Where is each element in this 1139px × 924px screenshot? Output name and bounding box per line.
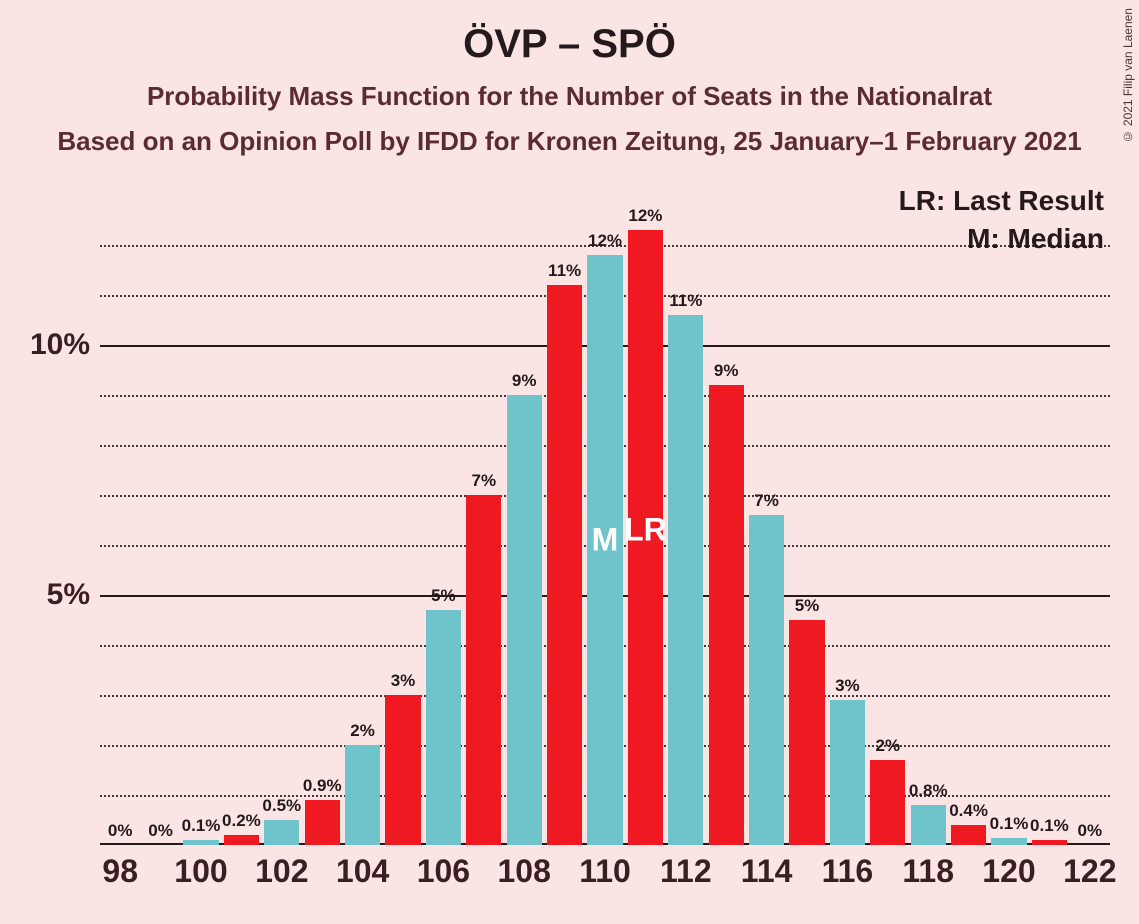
legend-lr: LR: Last Result [899, 185, 1104, 217]
x-axis-tick-label: 120 [982, 853, 1035, 890]
x-axis-tick-label: 98 [102, 853, 138, 890]
bar-117 [870, 760, 905, 845]
bar-value-label: 0.1% [990, 814, 1029, 834]
bar-value-label: 3% [835, 676, 860, 696]
x-axis-tick-label: 118 [902, 853, 954, 890]
x-axis-tick-label: 108 [497, 853, 550, 890]
bar-105 [385, 695, 420, 845]
bar-value-label: 3% [391, 671, 416, 691]
bar-value-label: 5% [431, 586, 456, 606]
bar-121 [1032, 840, 1067, 845]
bar-value-label: 2% [876, 736, 901, 756]
bar-103 [305, 800, 340, 845]
x-axis-tick-label: 112 [660, 853, 712, 890]
bar-114 [749, 515, 784, 845]
bar-value-label: 0.1% [182, 816, 221, 836]
copyright-text: © 2021 Filip van Laenen [1121, 8, 1135, 143]
bar-value-label: 0% [108, 821, 133, 841]
bar-value-label: 11% [548, 261, 581, 281]
x-axis-tick-label: 116 [822, 853, 874, 890]
bar-107 [466, 495, 501, 845]
plot-region: 5%10%0%0%0.1%0.2%0.5%0.9%2%3%5%7%9%11%12… [100, 195, 1110, 845]
bar-113 [709, 385, 744, 845]
bar-value-label: 12% [628, 206, 662, 226]
bar-108 [507, 395, 542, 845]
in-bar-annotation-lr: LR [624, 512, 667, 549]
x-axis-tick-label: 122 [1063, 853, 1116, 890]
bar-101 [224, 835, 259, 845]
bar-value-label: 2% [350, 721, 375, 741]
bar-value-label: 0.5% [262, 796, 301, 816]
bar-value-label: 0.1% [1030, 816, 1069, 836]
x-axis-tick-label: 106 [417, 853, 470, 890]
bar-value-label: 9% [512, 371, 537, 391]
in-bar-annotation-m: M [592, 522, 619, 559]
chart-subtitle-1: Probability Mass Function for the Number… [0, 81, 1139, 112]
x-axis-tick-label: 102 [255, 853, 308, 890]
bar-120 [991, 838, 1026, 846]
bar-value-label: 7% [472, 471, 497, 491]
bar-value-label: 0.9% [303, 776, 342, 796]
x-axis-tick-label: 110 [579, 853, 631, 890]
x-axis-tick-label: 104 [336, 853, 389, 890]
bar-104 [345, 745, 380, 845]
bar-value-label: 0.4% [949, 801, 988, 821]
bar-value-label: 11% [669, 291, 702, 311]
x-axis-tick-label: 100 [174, 853, 227, 890]
bar-value-label: 12% [588, 231, 622, 251]
x-axis-tick-label: 114 [741, 853, 793, 890]
chart-subtitle-2: Based on an Opinion Poll by IFDD for Kro… [0, 126, 1139, 157]
bar-value-label: 0.8% [909, 781, 948, 801]
bar-106 [426, 610, 461, 845]
bar-value-label: 9% [714, 361, 739, 381]
bar-102 [264, 820, 299, 845]
bar-118 [911, 805, 946, 845]
bar-100 [183, 840, 218, 845]
y-axis-tick-label: 10% [30, 328, 90, 362]
bar-116 [830, 700, 865, 845]
bar-115 [789, 620, 824, 845]
chart-area: 5%10%0%0%0.1%0.2%0.5%0.9%2%3%5%7%9%11%12… [100, 195, 1110, 845]
chart-title: ÖVP – SPÖ [0, 0, 1139, 67]
bar-109 [547, 285, 582, 845]
bar-value-label: 0.2% [222, 811, 261, 831]
legend: LR: Last Result M: Median [899, 185, 1104, 255]
bar-value-label: 0% [148, 821, 173, 841]
y-axis-tick-label: 5% [47, 578, 90, 612]
bar-119 [951, 825, 986, 845]
bar-112 [668, 315, 703, 845]
legend-m: M: Median [899, 223, 1104, 255]
bar-value-label: 5% [795, 596, 820, 616]
bar-value-label: 0% [1078, 821, 1103, 841]
bar-value-label: 7% [754, 491, 779, 511]
